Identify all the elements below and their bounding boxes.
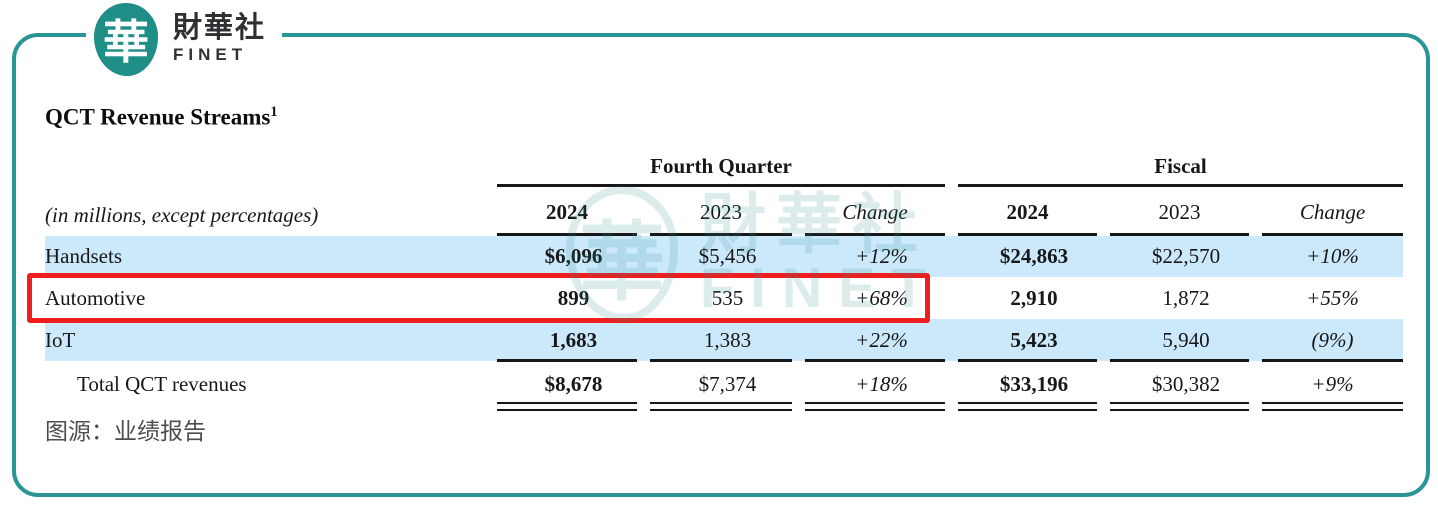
table-cell: 535	[711, 285, 744, 310]
table-cell: 5,423	[958, 319, 1110, 362]
table-cell: $33,196	[958, 361, 1110, 411]
group-header-fourth-quarter: Fourth Quarter	[497, 150, 945, 187]
table-cell: +18%	[805, 361, 958, 411]
table-cell: +55%	[1306, 285, 1359, 310]
finet-logo: 華 財華社 FINET	[86, 0, 283, 78]
column-header-fq-2023: 2023	[650, 187, 792, 236]
table-cell: +9%	[1262, 361, 1403, 411]
finet-logo-text: 財華社 FINET	[173, 13, 266, 64]
logo-name-cn: 財華社	[173, 12, 267, 45]
row-label: IoT	[45, 327, 76, 352]
column-header-fiscal-change: Change	[1262, 187, 1403, 236]
table-cell: 1,872	[1162, 285, 1210, 310]
table-cell: +22%	[805, 319, 958, 362]
table-cell: $7,374	[650, 361, 805, 411]
group-header-fiscal: Fiscal	[958, 150, 1403, 187]
row-label: Total QCT revenues	[77, 371, 247, 396]
row-label: Automotive	[45, 285, 146, 310]
table-cell: 2,910	[1010, 285, 1058, 310]
row-label: Handsets	[45, 244, 122, 268]
table-cell: 1,683	[497, 319, 650, 362]
table-row-iot: IoT 1,683 1,383 +22% 5,423 5,940 (9%)	[45, 319, 1403, 362]
units-note: (in millions, except percentages)	[45, 203, 319, 227]
table-cell: 5,940	[1110, 319, 1262, 362]
table-cell: +12%	[855, 244, 908, 268]
table-cell: $24,863	[999, 244, 1069, 268]
table-cell: $22,570	[1151, 244, 1221, 268]
table-cell: +68%	[855, 285, 908, 310]
page-title: QCT Revenue Streams1	[45, 104, 277, 131]
table-cell: +10%	[1306, 244, 1359, 268]
column-header-row: (in millions, except percentages) 2024 2…	[45, 187, 1403, 236]
finet-seal-icon: 華	[94, 2, 158, 76]
teal-frame-border	[12, 33, 1430, 497]
column-group-header-row: Fourth Quarter Fiscal	[45, 150, 1403, 187]
table-cell: $6,096	[544, 244, 603, 268]
title-text: QCT Revenue Streams	[45, 104, 271, 130]
column-header-fiscal-2023: 2023	[1110, 187, 1249, 236]
table-row-automotive: Automotive 899 535 +68% 2,910 1,872 +55%	[27, 273, 1403, 323]
title-footnote-marker: 1	[270, 104, 278, 120]
revenue-table: Fourth Quarter Fiscal (in millions, exce…	[27, 150, 1403, 411]
logo-name-en: FINET	[173, 44, 248, 64]
column-header-fq-change: Change	[805, 187, 945, 236]
column-header-fiscal-2024: 2024	[958, 187, 1097, 236]
column-header-fq-2024: 2024	[497, 187, 637, 236]
table-cell: $30,382	[1110, 361, 1262, 411]
source-caption: 图源：业绩报告	[45, 418, 206, 444]
table-cell: (9%)	[1262, 319, 1403, 362]
table-cell: 1,383	[650, 319, 805, 362]
table-row-handsets: Handsets $6,096 $5,456 +12% $24,863 $22,…	[45, 236, 1403, 277]
table-cell: $8,678	[497, 361, 650, 411]
table-row-total: Total QCT revenues $8,678 $7,374 +18% $3…	[45, 361, 1403, 411]
table-cell: 899	[557, 285, 590, 310]
table-cell: $5,456	[698, 244, 757, 268]
